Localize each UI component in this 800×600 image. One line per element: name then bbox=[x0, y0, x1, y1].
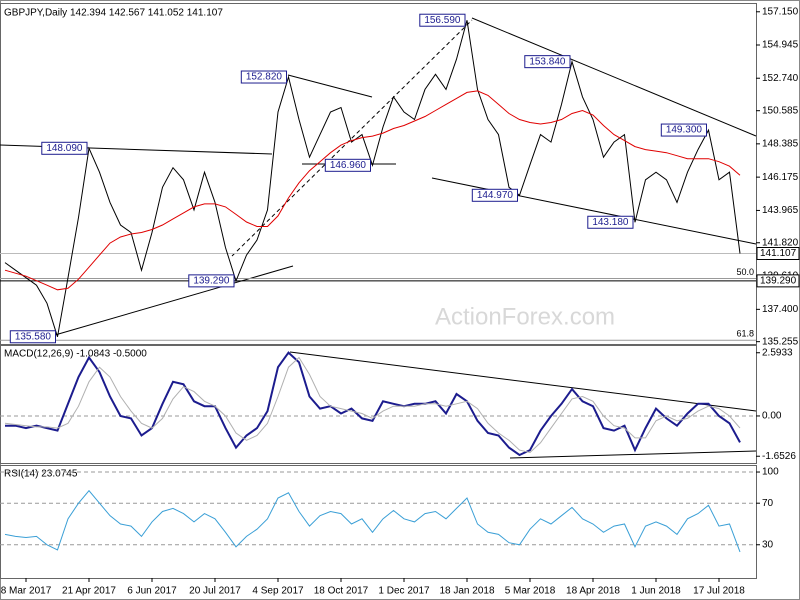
annotation-box bbox=[471, 188, 518, 202]
y-tick-label: 154.945 bbox=[762, 40, 799, 51]
annotation-label: 152.820 bbox=[246, 72, 283, 83]
annotation-label: 144.970 bbox=[477, 190, 514, 201]
annotation-label: 135.580 bbox=[15, 331, 52, 342]
annotation-box bbox=[41, 141, 88, 155]
annotation-box bbox=[188, 274, 235, 288]
y-tick-label: 150.585 bbox=[762, 105, 799, 116]
y-tick-label: 30 bbox=[762, 539, 774, 550]
x-tick-label: 20 Jul 2017 bbox=[189, 586, 241, 597]
annotation-label: 146.960 bbox=[330, 160, 367, 171]
y-tick-label: 141.820 bbox=[762, 237, 799, 248]
trend-line bbox=[231, 19, 473, 257]
x-tick-label: 18 Apr 2018 bbox=[566, 586, 620, 597]
trend-line bbox=[289, 351, 757, 412]
fib-label: 61.8 bbox=[736, 329, 754, 339]
price-box bbox=[756, 274, 800, 288]
series-line bbox=[4, 489, 741, 553]
price-box-label: 141.107 bbox=[760, 248, 797, 259]
panel-title: GBPJPY,Daily 142.394 142.567 141.052 141… bbox=[4, 8, 223, 19]
series-line bbox=[4, 90, 741, 291]
annotation-label: 139.290 bbox=[193, 276, 230, 287]
x-tick-label: 18 Jan 2018 bbox=[439, 586, 494, 597]
y-tick-label: 148.385 bbox=[762, 138, 799, 149]
x-tick-label: 8 Mar 2017 bbox=[1, 586, 52, 597]
fib-label: 50.0 bbox=[736, 267, 754, 277]
series-line bbox=[5, 351, 741, 457]
trend-line bbox=[287, 74, 373, 98]
y-tick-label: 143.965 bbox=[762, 205, 799, 216]
y-tick-label: 2.5933 bbox=[762, 347, 793, 358]
x-tick-label: 1 Jun 2018 bbox=[631, 586, 681, 597]
annotation-label: 156.590 bbox=[424, 15, 461, 26]
y-tick-label: 152.740 bbox=[762, 73, 799, 84]
annotation-box bbox=[324, 158, 371, 172]
y-tick-label: 135.255 bbox=[762, 336, 799, 347]
annotation-box bbox=[587, 215, 634, 229]
x-tick-label: 21 Apr 2017 bbox=[62, 586, 116, 597]
x-tick-label: 1 Dec 2017 bbox=[378, 586, 430, 597]
price-box-label: 139.290 bbox=[760, 276, 797, 287]
series-line bbox=[4, 356, 741, 454]
panel-title: MACD(12,26,9) -1.0843 -0.5000 bbox=[4, 349, 147, 360]
macd-panel bbox=[0, 345, 757, 464]
x-tick-label: 5 Mar 2018 bbox=[505, 586, 556, 597]
annotation-label: 149.300 bbox=[666, 125, 703, 136]
trend-line bbox=[509, 450, 757, 459]
annotation-box bbox=[660, 123, 707, 137]
y-tick-label: 0.00 bbox=[762, 411, 782, 422]
annotation-box bbox=[240, 70, 288, 84]
price-panel bbox=[0, 3, 757, 345]
y-tick-label: 70 bbox=[762, 498, 774, 509]
series-line bbox=[4, 20, 741, 337]
x-tick-label: 6 Jun 2017 bbox=[127, 586, 177, 597]
y-tick-label: 146.175 bbox=[762, 172, 799, 183]
y-tick-label: 100 bbox=[762, 467, 779, 478]
annotation-label: 153.840 bbox=[529, 56, 566, 67]
annotation-box bbox=[419, 13, 466, 27]
y-tick-label: 157.150 bbox=[762, 6, 799, 17]
watermark: ActionForex.com bbox=[435, 303, 615, 330]
x-tick-label: 17 Jul 2018 bbox=[693, 586, 745, 597]
price-box bbox=[756, 246, 800, 260]
y-tick-label: -1.6526 bbox=[762, 451, 796, 462]
trend-line bbox=[54, 265, 294, 336]
annotation-box bbox=[524, 55, 571, 69]
annotation-box bbox=[9, 330, 57, 344]
trend-line bbox=[471, 17, 757, 137]
x-tick-label: 4 Sep 2017 bbox=[252, 586, 304, 597]
annotation-label: 143.180 bbox=[592, 217, 629, 228]
rsi-panel bbox=[0, 465, 757, 579]
y-tick-label: 137.400 bbox=[762, 304, 799, 315]
panel-title: RSI(14) 23.0745 bbox=[4, 469, 78, 480]
annotation-label: 148.090 bbox=[46, 143, 83, 154]
x-tick-label: 18 Oct 2017 bbox=[314, 586, 369, 597]
